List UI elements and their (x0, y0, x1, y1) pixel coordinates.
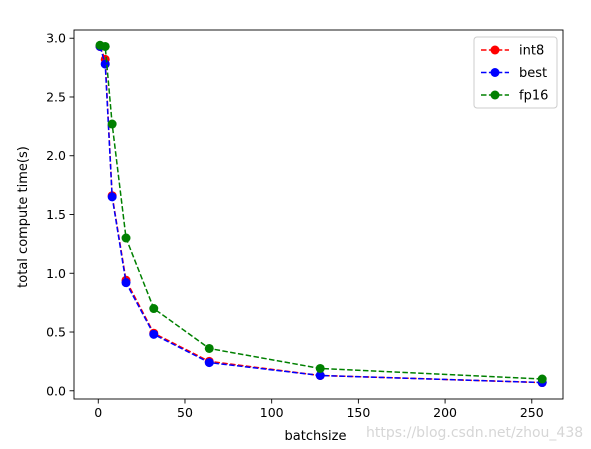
series-line-fp16 (99, 44, 543, 380)
data-point-best (315, 370, 325, 380)
y-tick-label: 0.5 (46, 325, 66, 340)
data-point-fp16 (315, 363, 325, 373)
data-point-fp16 (121, 233, 131, 243)
axes: 0 50 100 150 200 250 0.0 0.5 1.0 1.5 2.0 2.5 3.0 (46, 29, 564, 420)
x-tick-label: 100 (260, 405, 284, 420)
x-tick-label: 50 (177, 405, 193, 420)
legend: int8 best fp16 (473, 36, 558, 109)
x-axis-label: batchsize (285, 429, 347, 444)
y-tick-label: 0.0 (46, 383, 66, 398)
y-tick-label: 2.5 (46, 89, 66, 104)
data-point-best (100, 59, 110, 69)
x-tick-label: 200 (433, 405, 457, 420)
y-tick-label: 2.0 (46, 148, 66, 163)
legend-label-fp16: fp16 (519, 89, 548, 104)
legend-label-best: best (519, 66, 547, 81)
x-tick-label: 0 (94, 405, 102, 420)
y-tick-label: 1.0 (46, 266, 66, 281)
data-point-best (107, 192, 117, 202)
plot-area (95, 40, 547, 388)
data-point-best (121, 278, 131, 288)
y-tick-label: 3.0 (46, 31, 66, 46)
legend-marker-fp16 (490, 90, 500, 100)
legend-box (473, 36, 558, 109)
y-axis-label: total compute time(s) (16, 146, 31, 288)
legend-marker-best (490, 68, 500, 77)
watermark: https://blog.csdn.net/zhou_438 (366, 425, 583, 441)
data-point-fp16 (149, 304, 159, 314)
data-point-best (149, 329, 159, 339)
data-point-fp16 (100, 41, 110, 51)
x-tick-label: 150 (346, 405, 370, 420)
legend-label-int8: int8 (519, 44, 544, 59)
data-point-fp16 (107, 119, 117, 129)
series-line-best (99, 46, 543, 384)
data-point-fp16 (537, 374, 547, 384)
legend-marker-int8 (490, 45, 500, 55)
y-tick-label: 1.5 (46, 207, 66, 222)
x-tick-label: 250 (520, 405, 544, 420)
data-point-best (204, 358, 214, 368)
data-point-fp16 (204, 343, 214, 353)
